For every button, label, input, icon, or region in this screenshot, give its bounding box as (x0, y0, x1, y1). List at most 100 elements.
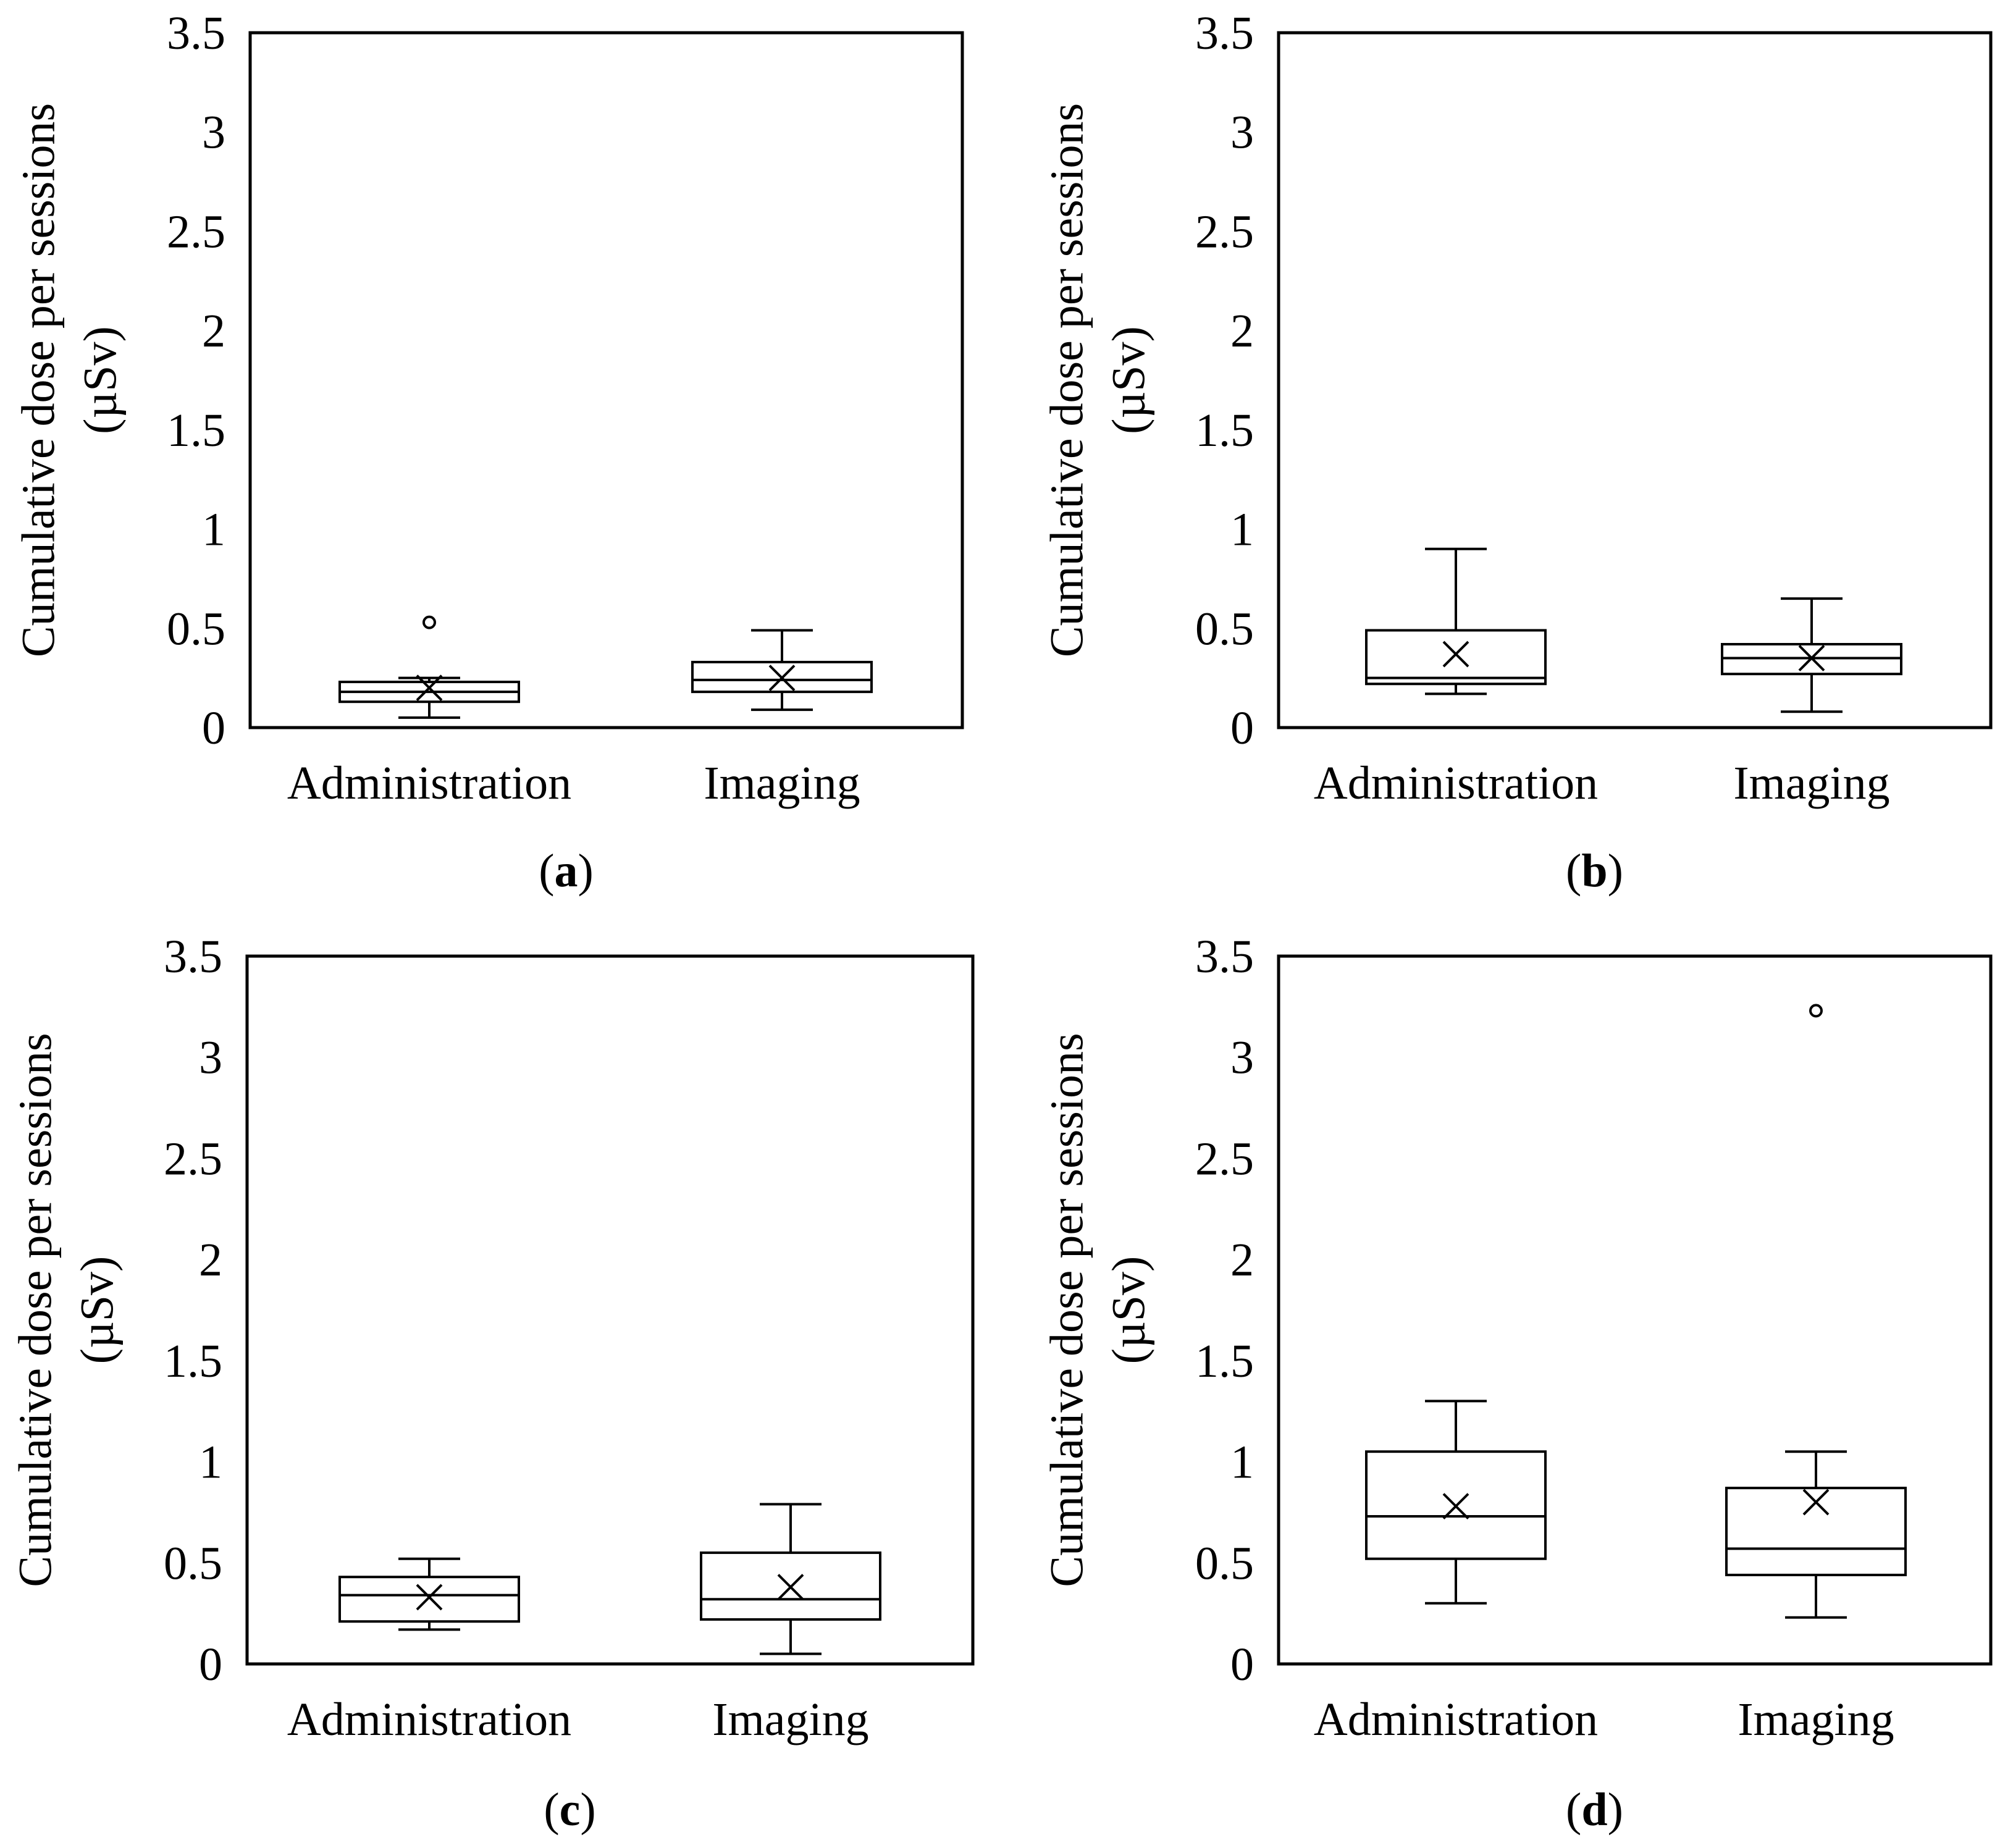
y-tick-label: 2.5 (164, 1133, 222, 1185)
caption-paren-open: ( (544, 1784, 559, 1836)
mean-marker-stroke (1798, 645, 1825, 671)
y-tick-label: 0.5 (164, 1537, 222, 1589)
box-administration (338, 1557, 520, 1631)
y-tick-label: 3 (202, 107, 225, 159)
caption-letter: d (1581, 1784, 1607, 1836)
mean-marker (1798, 645, 1825, 671)
box-iqr (338, 1576, 520, 1623)
y-tick-label: 3.5 (164, 931, 222, 983)
y-axis-unit-label: (µSv) (71, 1256, 123, 1364)
y-tick-label: 1 (202, 504, 225, 556)
caption-paren-open: ( (539, 845, 554, 897)
box-administration (338, 615, 520, 719)
y-tick-label: 3.5 (167, 7, 225, 59)
mean-marker (777, 1574, 804, 1600)
y-tick-label: 3.5 (1195, 931, 1254, 983)
y-tick-label: 1 (1230, 1437, 1254, 1489)
y-tick-label: 2 (1230, 305, 1254, 357)
mean-marker (416, 674, 443, 702)
y-tick-label: 1 (199, 1437, 222, 1489)
y-tick-label: 2.5 (167, 206, 225, 258)
mean-marker-stroke (1442, 640, 1469, 668)
mean-marker (1802, 1489, 1830, 1516)
caption-paren-close: ) (1608, 845, 1623, 897)
caption-paren-close: ) (578, 845, 594, 897)
panel-caption: (c) (544, 1784, 595, 1836)
box-administration (1365, 547, 1547, 695)
plot-area-frame (245, 954, 975, 1666)
box-imaging (691, 629, 873, 712)
y-tick-label: 0.5 (167, 603, 225, 655)
y-tick-label: 0.5 (1195, 1537, 1254, 1589)
y-axis-label: Cumulative dose per sessions (12, 103, 64, 657)
mean-marker-stroke (416, 674, 443, 702)
y-tick-label: 1.5 (1195, 405, 1254, 456)
panel-b: 0 0.5 1 1.5 2 2.5 3 3.5 Cumulative dose per sess… (1041, 7, 1993, 897)
mean-marker (1442, 1493, 1469, 1520)
mean-marker (1442, 640, 1469, 668)
caption-letter: c (560, 1784, 581, 1836)
caption-paren-open: ( (1566, 1784, 1581, 1836)
plot-area-frame (248, 31, 964, 729)
outlier-point (1809, 1004, 1823, 1018)
y-axis-label: Cumulative dose per sessions (1041, 1033, 1093, 1587)
outlier-point (422, 615, 436, 629)
x-category-label: Administration (287, 757, 571, 809)
y-tick-label: 2.5 (1195, 206, 1254, 258)
caption-letter: b (1581, 845, 1607, 897)
mean-marker-stroke (1442, 1493, 1469, 1520)
box-iqr (1365, 1450, 1547, 1560)
panel-caption: (a) (539, 845, 594, 897)
box-iqr (1365, 629, 1547, 686)
y-axis-unit-label: (µSv) (1103, 326, 1154, 434)
y-axis-unit-label: (µSv) (1103, 1256, 1154, 1364)
y-tick-label: 3 (199, 1032, 222, 1084)
y-tick-label: 2.5 (1195, 1133, 1254, 1185)
caption-letter: a (555, 845, 578, 897)
x-category-label: Imaging (712, 1694, 868, 1745)
caption-paren-close: ) (1608, 1784, 1623, 1836)
box-administration (1365, 1400, 1547, 1605)
x-category-label: Imaging (1738, 1694, 1894, 1745)
y-axis-label: Cumulative dose per sessions (1041, 103, 1093, 657)
y-tick-label: 3 (1230, 107, 1254, 159)
y-tick-label: 1.5 (1195, 1335, 1254, 1387)
caption-paren-open: ( (1566, 845, 1581, 897)
panel-a: 0 0.5 1 1.5 2 2.5 3 3.5 Cumulative dose per sess… (12, 7, 964, 897)
panel-caption: (b) (1566, 845, 1623, 897)
x-category-label: Administration (1314, 757, 1598, 809)
y-tick-label: 0 (1230, 1639, 1254, 1690)
mean-marker (416, 1584, 443, 1611)
mean-marker-stroke (768, 665, 796, 692)
y-axis-label: Cumulative dose per sessions (9, 1033, 61, 1587)
x-category-label: Administration (287, 1694, 571, 1745)
mean-marker-stroke (416, 1584, 443, 1611)
y-tick-label: 1.5 (164, 1335, 222, 1387)
y-tick-label: 2 (202, 305, 225, 357)
box-imaging (1721, 597, 1902, 713)
plot-area-frame (1277, 954, 1993, 1666)
y-tick-label: 0 (202, 702, 225, 754)
panel-caption: (d) (1566, 1784, 1623, 1836)
y-axis-unit-label: (µSv) (74, 326, 126, 434)
x-category-label: Imaging (704, 757, 860, 809)
box-imaging (1725, 1004, 1907, 1619)
y-tick-label: 0 (1230, 702, 1254, 754)
y-tick-label: 1.5 (167, 405, 225, 456)
mean-marker-stroke (777, 1574, 804, 1600)
x-category-label: Administration (1314, 1694, 1598, 1745)
plot-area-frame (1277, 31, 1993, 729)
panel-c: 0 0.5 1 1.5 2 2.5 3 3.5 Cumulative dose per sess… (9, 931, 975, 1836)
y-tick-label: 2 (199, 1234, 222, 1286)
y-tick-label: 0 (199, 1639, 222, 1690)
caption-paren-close: ) (580, 1784, 595, 1836)
y-tick-label: 3.5 (1195, 7, 1254, 59)
y-tick-label: 3 (1230, 1032, 1254, 1084)
mean-marker (768, 665, 796, 692)
y-tick-label: 0.5 (1195, 603, 1254, 655)
y-tick-label: 2 (1230, 1234, 1254, 1286)
x-category-label: Imaging (1733, 757, 1889, 809)
mean-marker-stroke (1802, 1489, 1830, 1516)
y-tick-label: 1 (1230, 504, 1254, 556)
